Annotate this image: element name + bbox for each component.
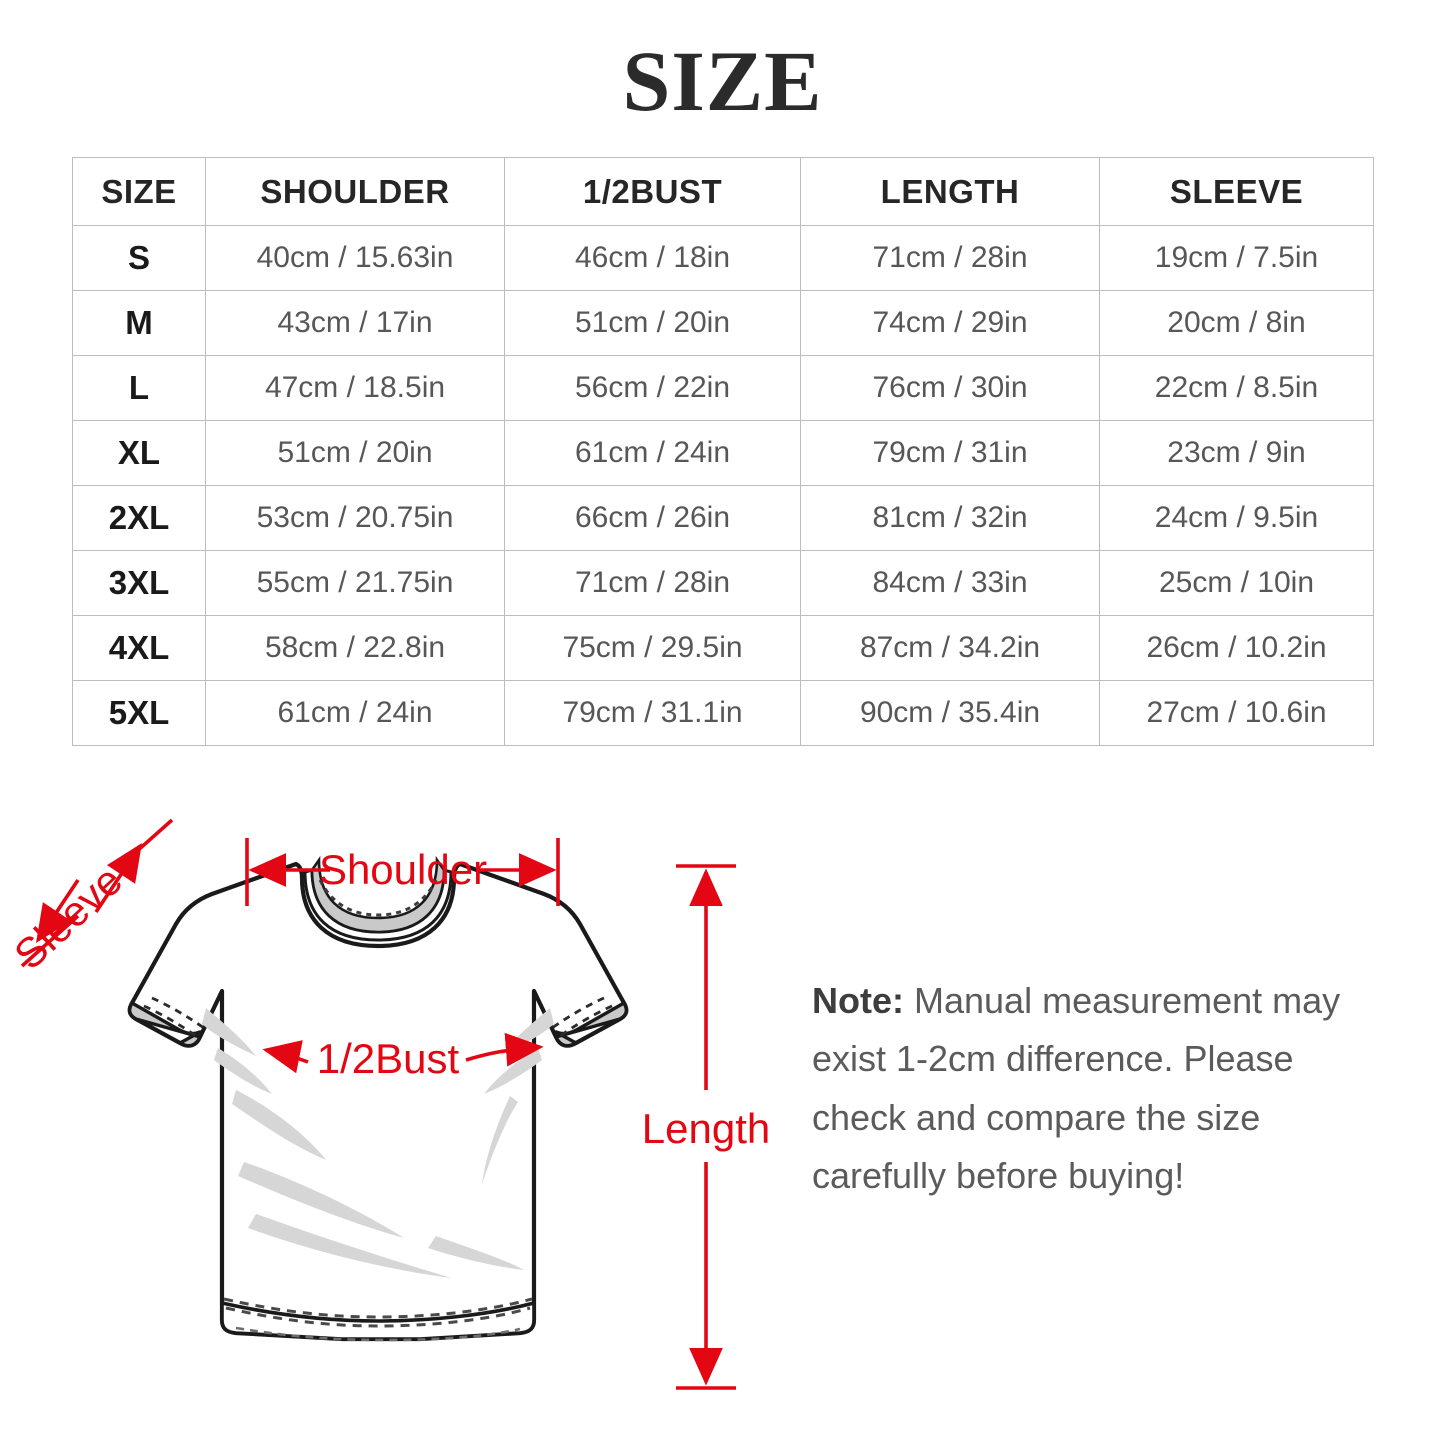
column-header-sleeve: SLEEVE [1099, 157, 1374, 226]
table-row: 2XL 53cm / 20.75in 66cm / 26in 81cm / 32… [72, 485, 1374, 551]
bottom-hem [220, 1301, 536, 1341]
cell-shoulder: 40cm / 15.63in [205, 225, 505, 291]
hem-stitch-lower [225, 1306, 531, 1328]
table-header-row: SIZE SHOULDER 1/2BUST LENGTH SLEEVE [72, 157, 1374, 226]
column-header-length: LENGTH [800, 157, 1100, 226]
table-row: XL 51cm / 20in 61cm / 24in 79cm / 31in 2… [72, 420, 1374, 486]
cell-size: L [72, 355, 206, 421]
cell-bust: 66cm / 26in [504, 485, 801, 551]
length-measurement-annotation: Length [642, 864, 770, 1390]
collar-stitch [318, 879, 438, 917]
sleeve-arrow-lower [36, 879, 80, 943]
cell-sleeve: 25cm / 10in [1099, 550, 1374, 616]
cell-shoulder: 47cm / 18.5in [205, 355, 505, 421]
cell-sleeve: 20cm / 8in [1099, 290, 1374, 356]
right-cuff [554, 1001, 629, 1048]
right-cuff-stitch-2 [551, 996, 605, 1030]
cell-size: M [72, 290, 206, 356]
hem-stitch-upper [223, 1297, 533, 1319]
table-row: S 40cm / 15.63in 46cm / 18in 71cm / 28in… [72, 225, 1374, 291]
sleeve-measurement-annotation: Sleeve [5, 818, 174, 978]
cell-shoulder: 61cm / 24in [205, 680, 505, 746]
cell-shoulder: 53cm / 20.75in [205, 485, 505, 551]
sleeve-label: Sleeve [5, 856, 131, 978]
table-row: 5XL 61cm / 24in 79cm / 31.1in 90cm / 35.… [72, 680, 1374, 746]
table-row: L 47cm / 18.5in 56cm / 22in 76cm / 30in … [72, 355, 1374, 421]
cell-size: 5XL [72, 680, 206, 746]
tshirt-illustration [127, 855, 629, 1342]
cell-bust: 71cm / 28in [504, 550, 801, 616]
bust-arrow-right [465, 1032, 544, 1067]
cell-bust: 46cm / 18in [504, 225, 801, 291]
cell-length: 87cm / 34.2in [800, 615, 1100, 681]
cell-size: 2XL [72, 485, 206, 551]
hem-stitch-edge [235, 1326, 521, 1342]
cell-shoulder: 51cm / 20in [205, 420, 505, 486]
sleeve-tick-upper [116, 818, 174, 870]
table-body: S 40cm / 15.63in 46cm / 18in 71cm / 28in… [72, 225, 1374, 746]
table-row: 3XL 55cm / 21.75in 71cm / 28in 84cm / 33… [72, 550, 1374, 616]
shoulder-measurement-annotation: Shoulder [245, 838, 560, 906]
note-label: Note: [812, 980, 904, 1021]
cell-length: 84cm / 33in [800, 550, 1100, 616]
cell-bust: 51cm / 20in [504, 290, 801, 356]
cell-bust: 56cm / 22in [504, 355, 801, 421]
cell-sleeve: 19cm / 7.5in [1099, 225, 1374, 291]
cell-bust: 75cm / 29.5in [504, 615, 801, 681]
column-header-bust: 1/2BUST [504, 157, 801, 226]
cell-size: S [72, 225, 206, 291]
cell-length: 81cm / 32in [800, 485, 1100, 551]
collar-inner-shade [310, 855, 446, 934]
cell-shoulder: 58cm / 22.8in [205, 615, 505, 681]
left-cuff-stitch [143, 1004, 197, 1038]
left-cuff [127, 1001, 202, 1048]
cell-sleeve: 26cm / 10.2in [1099, 615, 1374, 681]
cell-shoulder: 55cm / 21.75in [205, 550, 505, 616]
measurement-note: Note: Manual measurement may exist 1-2cm… [812, 972, 1382, 1205]
column-header-size: SIZE [72, 157, 206, 226]
cell-length: 74cm / 29in [800, 290, 1100, 356]
table-row: 4XL 58cm / 22.8in 75cm / 29.5in 87cm / 3… [72, 615, 1374, 681]
column-header-shoulder: SHOULDER [205, 157, 505, 226]
cell-bust: 79cm / 31.1in [504, 680, 801, 746]
cell-length: 90cm / 35.4in [800, 680, 1100, 746]
cell-sleeve: 22cm / 8.5in [1099, 355, 1374, 421]
cell-length: 71cm / 28in [800, 225, 1100, 291]
cell-size: XL [72, 420, 206, 486]
length-label: Length [642, 1105, 770, 1152]
tshirt-measurement-diagram: Shoulder Sleeve 1/2Bust [0, 760, 800, 1440]
cell-length: 79cm / 31in [800, 420, 1100, 486]
table-header: SIZE SHOULDER 1/2BUST LENGTH SLEEVE [72, 157, 1374, 226]
page-title: SIZE [622, 33, 823, 129]
cell-size: 4XL [72, 615, 206, 681]
shoulder-label: Shoulder [319, 846, 487, 893]
cell-bust: 61cm / 24in [504, 420, 801, 486]
right-cuff-stitch [559, 1004, 613, 1038]
sleeve-arrow-upper [94, 843, 142, 913]
bust-label: 1/2Bust [317, 1035, 460, 1082]
bust-measurement-annotation: 1/2Bust [262, 1032, 544, 1082]
cell-sleeve: 23cm / 9in [1099, 420, 1374, 486]
left-cuff-stitch-2 [151, 996, 205, 1030]
cell-sleeve: 27cm / 10.6in [1099, 680, 1374, 746]
size-table: SIZE SHOULDER 1/2BUST LENGTH SLEEVE S 40… [72, 157, 1374, 746]
cell-sleeve: 24cm / 9.5in [1099, 485, 1374, 551]
cell-size: 3XL [72, 550, 206, 616]
cell-shoulder: 43cm / 17in [205, 290, 505, 356]
bust-arrow-left [262, 1040, 309, 1074]
cell-length: 76cm / 30in [800, 355, 1100, 421]
note-text: Manual measurement may exist 1-2cm diffe… [812, 980, 1341, 1196]
table-row: M 43cm / 17in 51cm / 20in 74cm / 29in 20… [72, 290, 1374, 356]
